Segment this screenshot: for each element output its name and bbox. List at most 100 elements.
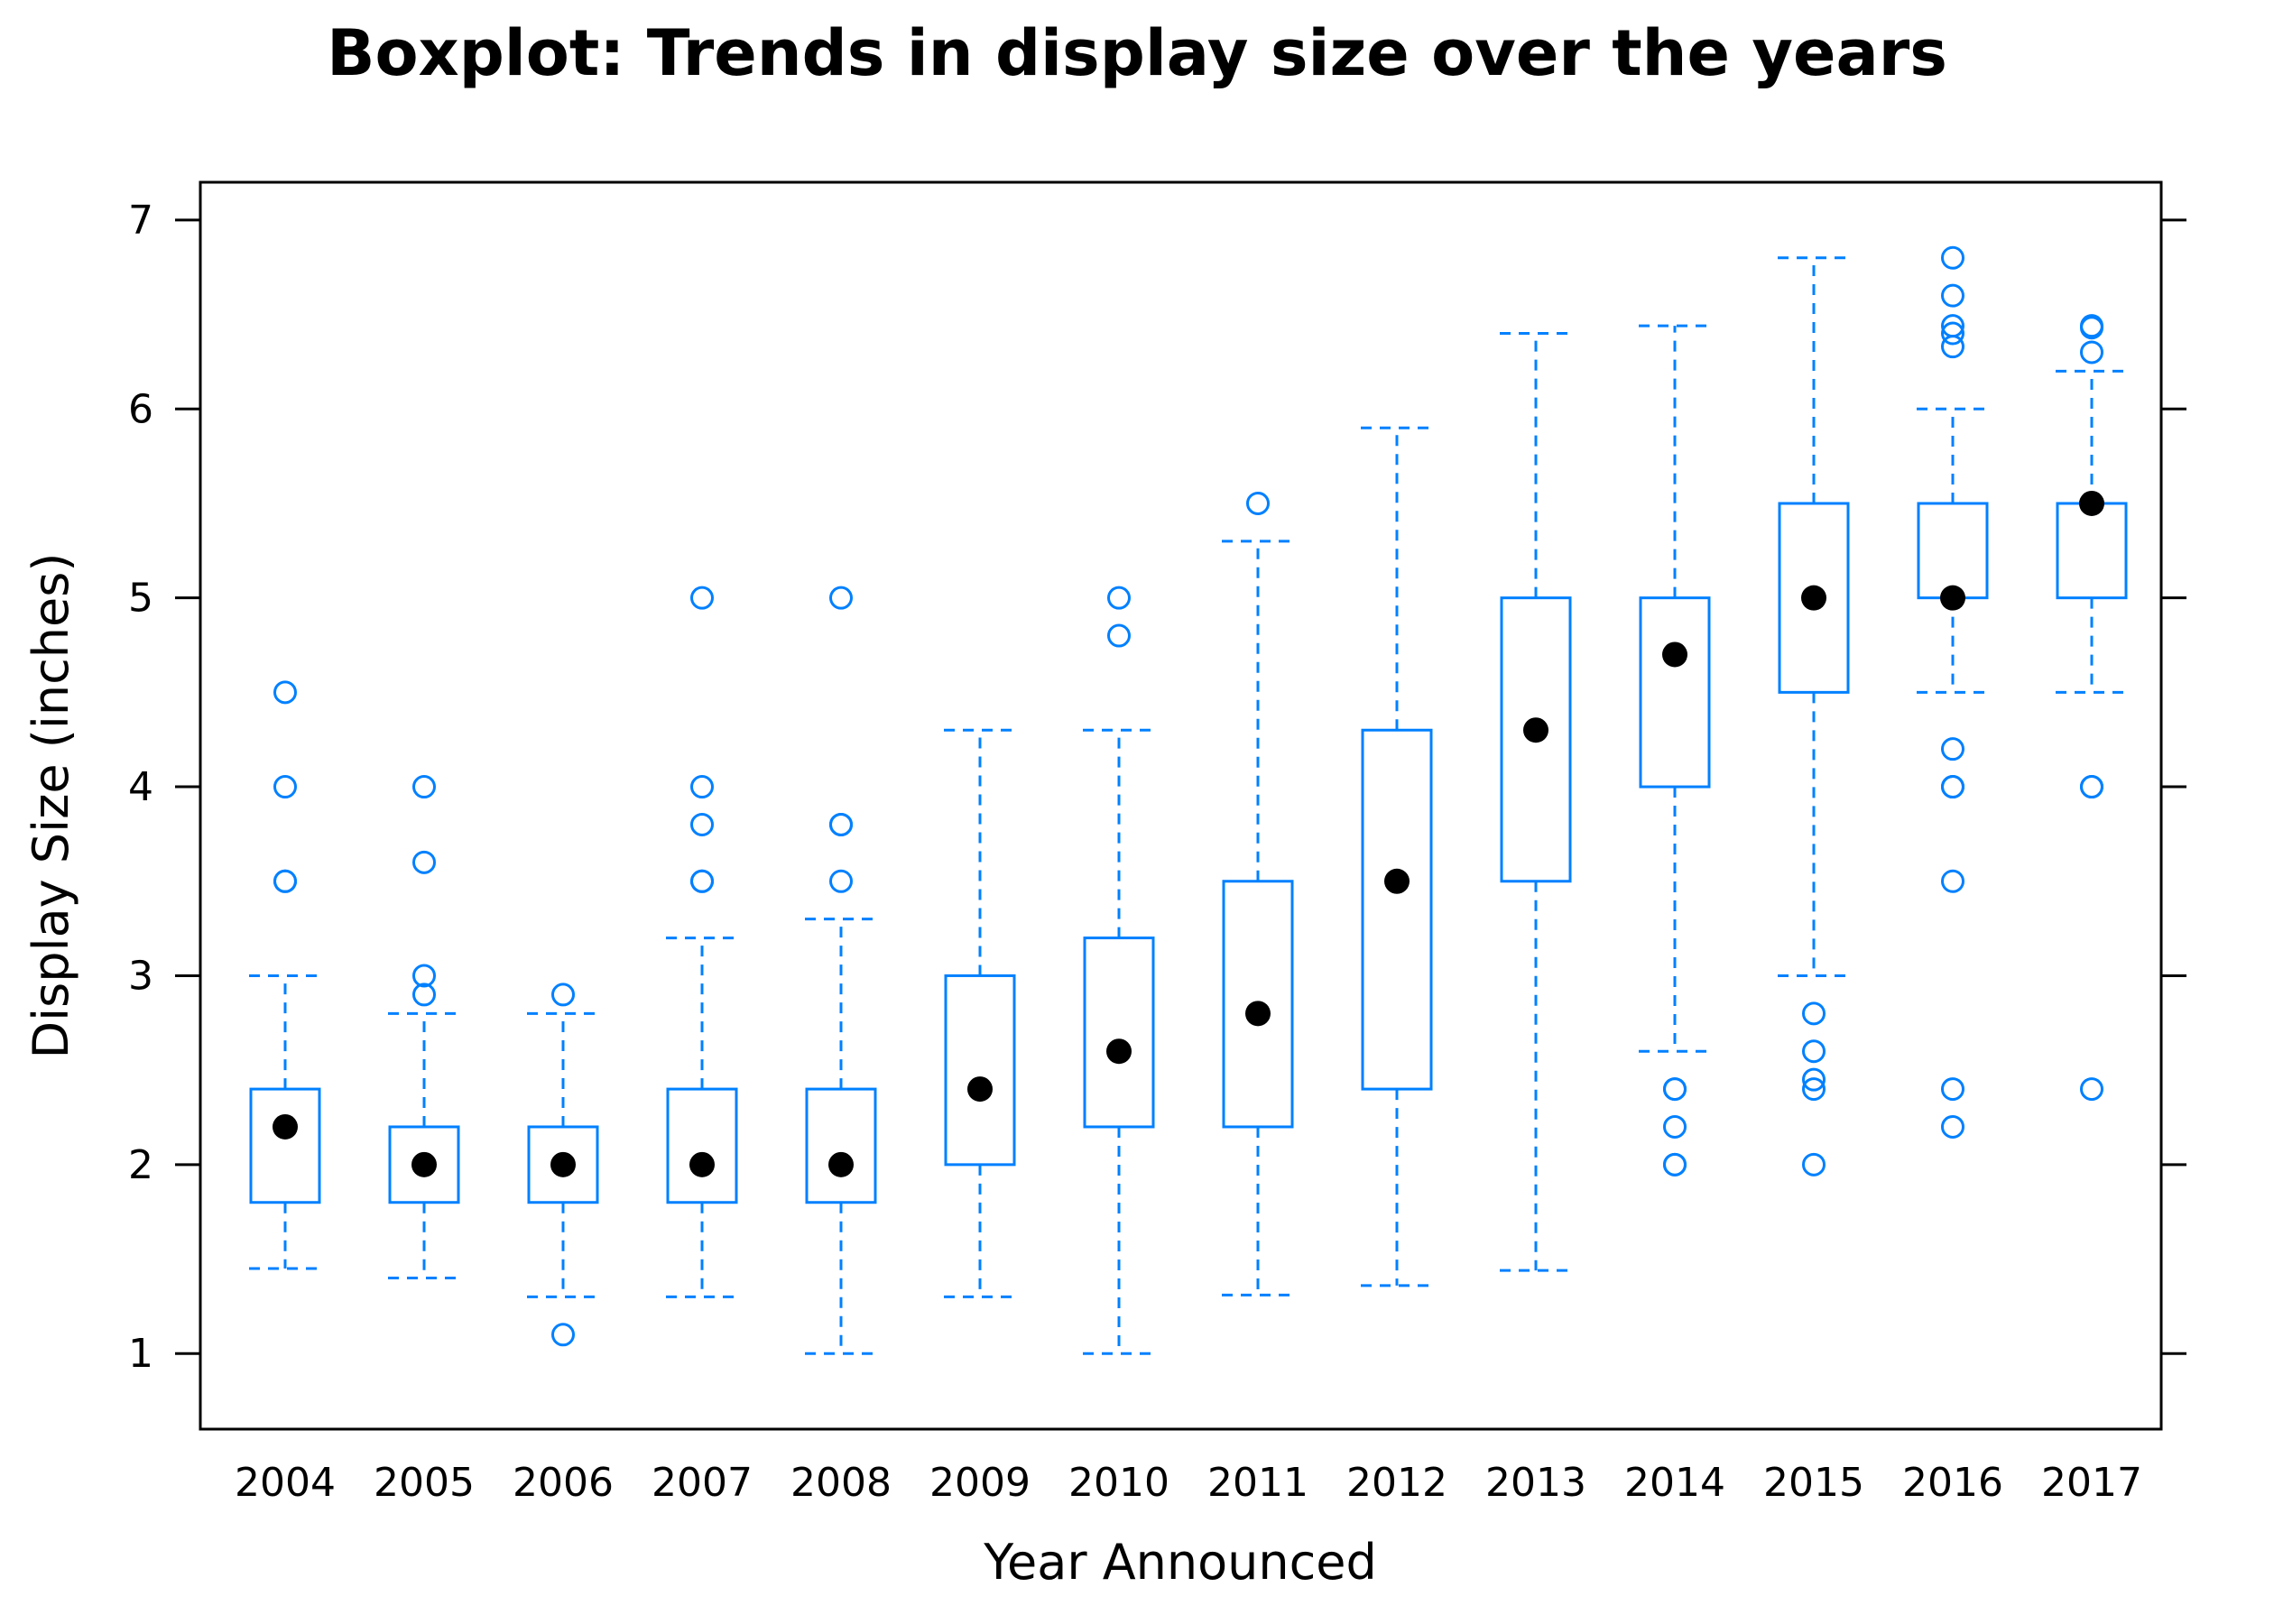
median-point xyxy=(1940,585,1965,611)
outlier-point xyxy=(1663,1077,1687,1102)
outlier-point xyxy=(1107,586,1131,610)
plot-frame xyxy=(199,180,2163,1431)
box-iqr xyxy=(1639,596,1711,789)
x-tick-label: 2004 xyxy=(235,1460,336,1506)
outlier-point xyxy=(1663,1114,1687,1139)
box-2010 xyxy=(1083,586,1155,1355)
outlier-point xyxy=(1941,245,1964,270)
y-tick-label: 4 xyxy=(128,764,153,810)
outlier-point xyxy=(829,869,853,893)
box-iqr xyxy=(1083,937,1155,1129)
box-iqr xyxy=(666,1087,738,1204)
box-iqr xyxy=(2056,502,2128,600)
box-2013 xyxy=(1500,332,1572,1272)
boxes-layer xyxy=(249,245,2128,1355)
box-2006 xyxy=(527,983,599,1347)
median-point xyxy=(828,1151,854,1177)
outlier-point xyxy=(1663,1152,1687,1176)
outlier-point xyxy=(690,586,714,610)
median-point xyxy=(1801,585,1826,611)
x-tick-label: 2012 xyxy=(1346,1460,1447,1506)
outlier-point xyxy=(690,869,714,893)
box-iqr xyxy=(1500,596,1572,883)
chart-title: Boxplot: Trends in display size over the… xyxy=(327,16,1947,90)
box-2005 xyxy=(388,775,460,1279)
outlier-point xyxy=(1802,1152,1826,1176)
outlier-point xyxy=(1802,1067,1826,1092)
outlier-point xyxy=(690,812,714,836)
box-iqr xyxy=(249,1087,321,1204)
box-2016 xyxy=(1917,245,1989,1139)
x-tick-label: 2013 xyxy=(1485,1460,1586,1506)
box-2011 xyxy=(1222,491,1294,1296)
outlier-point xyxy=(1941,737,1964,761)
outlier-point xyxy=(2080,1077,2103,1102)
outlier-point xyxy=(1802,1077,1826,1102)
outlier-point xyxy=(2080,340,2103,364)
x-tick-label: 2007 xyxy=(652,1460,753,1506)
outlier-point xyxy=(1802,1001,1826,1026)
outlier-point xyxy=(2080,314,2103,338)
x-tick-label: 2015 xyxy=(1763,1460,1864,1506)
y-axis: 1 2 3 4 5 6 7 xyxy=(128,198,2186,1377)
median-point xyxy=(411,1151,437,1177)
outlier-point xyxy=(273,680,297,705)
outlier-point xyxy=(273,869,297,893)
outlier-point xyxy=(551,1323,575,1347)
x-axis: 2004 2005 2006 2007 2008 2009 2010 2011 2012 2013… xyxy=(235,1460,2142,1506)
outlier-point xyxy=(1246,491,1270,515)
median-point xyxy=(1523,717,1548,743)
y-tick-label: 5 xyxy=(128,576,153,622)
box-2004 xyxy=(249,680,321,1270)
outlier-point xyxy=(1107,623,1131,648)
box-2017 xyxy=(2056,314,2128,1102)
x-tick-label: 2005 xyxy=(374,1460,475,1506)
outlier-point xyxy=(2080,775,2103,799)
x-tick-label: 2011 xyxy=(1207,1460,1308,1506)
x-tick-label: 2006 xyxy=(513,1460,614,1506)
median-point xyxy=(1384,868,1410,894)
x-tick-label: 2009 xyxy=(929,1460,1031,1506)
y-tick-label: 1 xyxy=(128,1331,153,1377)
box-iqr xyxy=(388,1125,460,1204)
box-2015 xyxy=(1778,256,1850,1176)
median-point xyxy=(550,1151,576,1177)
box-iqr xyxy=(1222,880,1294,1129)
outlier-point xyxy=(1941,283,1964,308)
median-point xyxy=(689,1151,715,1177)
median-point xyxy=(1662,641,1687,668)
median-point xyxy=(967,1076,993,1103)
x-tick-label: 2016 xyxy=(1902,1460,2003,1506)
median-point xyxy=(273,1113,298,1140)
median-point xyxy=(1106,1038,1132,1065)
x-tick-label: 2010 xyxy=(1068,1460,1169,1506)
box-iqr xyxy=(527,1125,599,1204)
outlier-point xyxy=(1941,869,1964,893)
box-2007 xyxy=(666,586,738,1298)
box-iqr xyxy=(1361,728,1433,1091)
x-tick-label: 2017 xyxy=(2041,1460,2142,1506)
box-2008 xyxy=(805,586,877,1355)
outlier-point xyxy=(690,775,714,799)
outlier-point xyxy=(1941,1077,1964,1102)
outlier-point xyxy=(412,964,436,988)
box-iqr xyxy=(944,973,1016,1167)
outlier-point xyxy=(829,812,853,836)
outlier-point xyxy=(412,983,436,1007)
box-iqr xyxy=(1778,502,1850,694)
outlier-point xyxy=(1802,1039,1826,1064)
median-point xyxy=(1245,1001,1271,1027)
outlier-point xyxy=(551,983,575,1007)
y-tick-label: 2 xyxy=(128,1142,153,1188)
outlier-point xyxy=(1941,775,1964,799)
outlier-point xyxy=(412,775,436,799)
outlier-point xyxy=(1941,314,1964,338)
box-2014 xyxy=(1639,324,1711,1176)
box-2012 xyxy=(1361,426,1433,1287)
outlier-point xyxy=(1941,1114,1964,1139)
x-tick-label: 2014 xyxy=(1624,1460,1725,1506)
y-tick-label: 6 xyxy=(128,386,153,432)
x-tick-label: 2008 xyxy=(790,1460,892,1506)
y-tick-label: 3 xyxy=(128,953,153,999)
x-axis-label: Year Announced xyxy=(983,1534,1377,1591)
